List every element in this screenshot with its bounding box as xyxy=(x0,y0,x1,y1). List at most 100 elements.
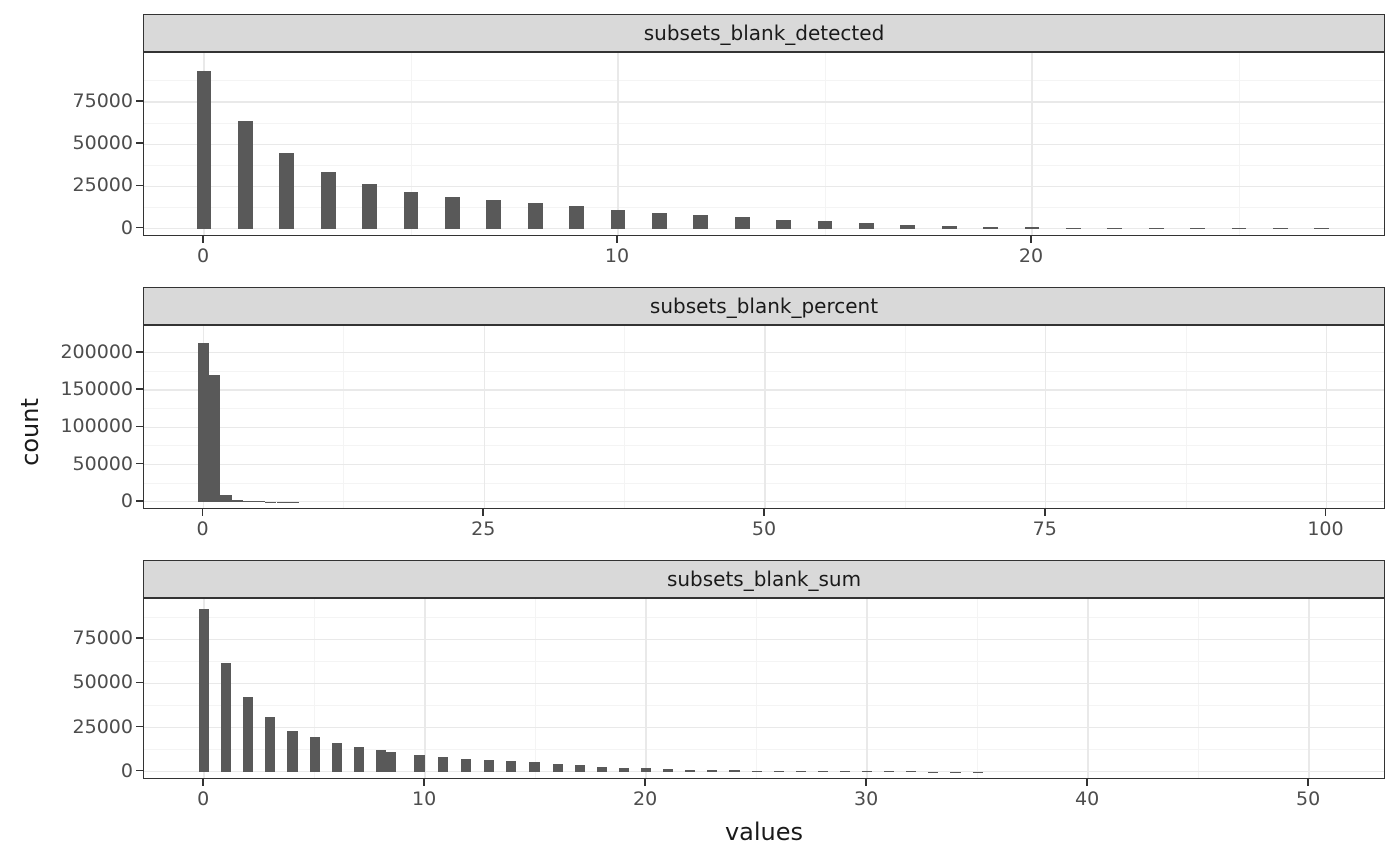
y-tick-label: 25000 xyxy=(72,715,133,738)
x-tick-mark xyxy=(763,509,765,516)
gridline-minor-vertical xyxy=(314,599,316,778)
histogram-bar xyxy=(983,226,999,229)
facet-strip-title: subsets_blank_detected xyxy=(643,21,885,45)
histogram-bar xyxy=(817,221,833,229)
histogram-bar xyxy=(1107,227,1123,229)
y-tick-label: 50000 xyxy=(72,452,133,475)
y-tick-mark xyxy=(136,769,143,772)
gridline-minor-vertical xyxy=(624,326,626,508)
histogram-bar xyxy=(610,209,626,229)
gridline-major-vertical xyxy=(1031,53,1033,235)
gridline-minor-vertical xyxy=(904,326,906,508)
x-tick-label: 0 xyxy=(197,788,210,810)
histogram-bar xyxy=(209,374,221,502)
gridline-major-vertical xyxy=(645,599,647,778)
histogram-bar xyxy=(287,730,298,772)
gridline-minor-vertical xyxy=(1198,599,1200,778)
x-tick-label: 0 xyxy=(196,518,209,540)
histogram-bar xyxy=(569,205,585,229)
gridline-minor-horizontal xyxy=(144,370,1384,372)
gridline-minor-vertical xyxy=(756,599,758,778)
histogram-bar xyxy=(685,769,696,772)
histogram-bar xyxy=(734,217,750,229)
histogram-bar xyxy=(506,761,517,772)
gridline-minor-horizontal xyxy=(144,164,1384,166)
y-tick-label: 0 xyxy=(120,759,133,782)
histogram-bar xyxy=(1065,227,1081,229)
histogram-bar xyxy=(751,770,762,772)
facet-strip: subsets_blank_detected xyxy=(143,14,1385,52)
x-tick-label: 30 xyxy=(854,788,879,810)
histogram-bar xyxy=(817,771,828,772)
gridline-major-horizontal xyxy=(144,143,1384,145)
facet-strip: subsets_blank_percent xyxy=(143,287,1385,325)
gridline-major-vertical xyxy=(866,599,868,778)
histogram-bar xyxy=(444,196,460,229)
gridline-major-horizontal xyxy=(144,227,1384,230)
histogram-bar xyxy=(196,70,212,229)
y-tick-mark xyxy=(136,184,143,187)
x-tick-mark xyxy=(644,779,646,786)
y-tick-label: 150000 xyxy=(60,378,133,401)
gridline-major-horizontal xyxy=(144,463,1384,466)
gridline-major-horizontal xyxy=(144,771,1384,773)
gridline-major-horizontal xyxy=(144,638,1384,640)
x-tick-mark xyxy=(1324,509,1327,516)
histogram-bar xyxy=(331,743,342,772)
y-tick-mark xyxy=(136,226,143,229)
gridline-major-horizontal xyxy=(144,389,1384,391)
histogram-bar xyxy=(220,495,232,502)
histogram-bar xyxy=(552,763,563,772)
x-axis-title: values xyxy=(724,818,804,846)
y-tick-mark xyxy=(136,462,143,465)
histogram-bar xyxy=(1024,227,1040,229)
x-tick-label: 10 xyxy=(412,788,437,810)
gridline-minor-horizontal xyxy=(144,749,1384,751)
histogram-bar xyxy=(237,120,253,229)
y-tick-label: 75000 xyxy=(72,89,133,112)
plot-panel xyxy=(143,52,1385,236)
gridline-major-vertical xyxy=(764,326,766,508)
gridline-major-vertical xyxy=(1325,326,1328,508)
y-tick-label: 200000 xyxy=(60,340,133,363)
histogram-bar xyxy=(197,343,210,502)
x-tick-mark xyxy=(1043,509,1046,516)
y-tick-mark xyxy=(136,142,143,144)
y-tick-mark xyxy=(136,100,143,102)
x-tick-mark xyxy=(201,509,204,516)
histogram-bar xyxy=(243,696,254,772)
histogram-bar xyxy=(900,224,916,229)
histogram-bar xyxy=(707,770,718,772)
x-tick-mark xyxy=(1086,779,1088,786)
histogram-bar xyxy=(375,750,386,772)
y-tick-mark xyxy=(136,425,143,428)
gridline-minor-vertical xyxy=(977,599,979,778)
x-tick-mark xyxy=(1307,779,1309,786)
y-tick-label: 50000 xyxy=(72,671,133,694)
plot-panel xyxy=(143,598,1385,779)
gridline-major-vertical xyxy=(1087,599,1089,778)
histogram-bar xyxy=(265,716,276,772)
y-tick-label: 0 xyxy=(120,489,133,512)
gridline-major-vertical xyxy=(483,326,485,508)
y-axis-title: count xyxy=(16,398,44,466)
gridline-minor-horizontal xyxy=(144,704,1384,706)
x-tick-label: 100 xyxy=(1307,518,1344,540)
x-tick-mark xyxy=(616,236,618,243)
x-tick-mark xyxy=(423,779,425,786)
gridline-minor-horizontal xyxy=(144,80,1384,82)
y-tick-mark xyxy=(136,351,143,353)
x-tick-mark xyxy=(202,779,204,786)
gridline-minor-horizontal xyxy=(144,445,1384,447)
x-tick-label: 40 xyxy=(1075,788,1100,810)
histogram-bar xyxy=(309,737,320,772)
y-tick-mark xyxy=(136,388,143,390)
histogram-bar xyxy=(460,758,472,772)
gridline-minor-horizontal xyxy=(144,408,1384,410)
histogram-bar xyxy=(729,770,740,772)
histogram-bar xyxy=(242,501,255,502)
gridline-major-vertical xyxy=(617,53,619,235)
histogram-bar xyxy=(320,172,336,229)
x-tick-mark xyxy=(1030,236,1032,243)
y-tick-mark xyxy=(136,637,143,640)
